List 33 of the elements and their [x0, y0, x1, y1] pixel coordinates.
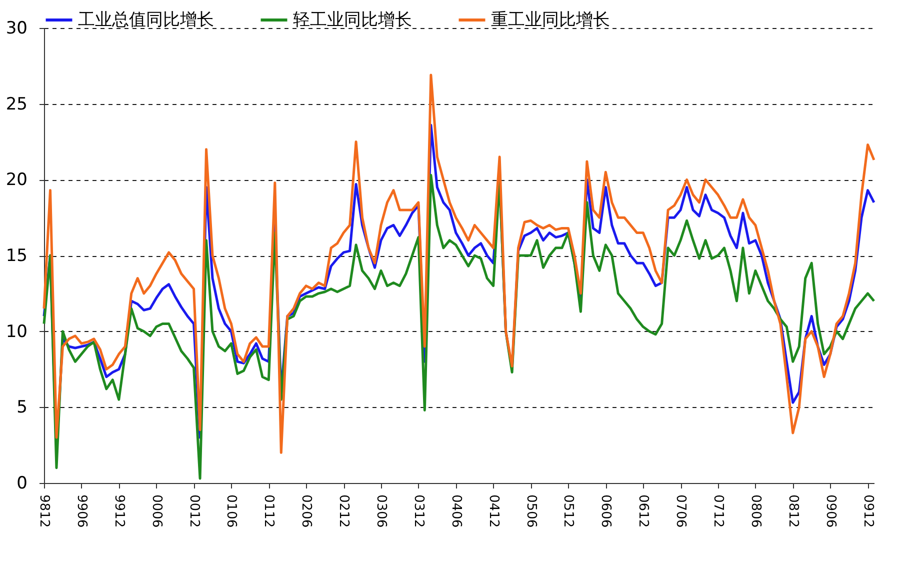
x-tick-label: 0312 — [410, 494, 426, 528]
legend-label: 工业总值同比增长 — [78, 10, 214, 30]
x-tick-label: 0912 — [860, 494, 876, 528]
x-tick-label: 0612 — [636, 494, 651, 528]
y-tick-label: 0 — [16, 474, 28, 494]
x-tick-label: 9812 — [36, 494, 52, 528]
y-tick-label: 25 — [6, 94, 28, 114]
x-tick-label: 0712 — [710, 494, 726, 528]
x-tick-label: 0212 — [336, 494, 352, 528]
x-tick-label: 9906 — [74, 494, 89, 528]
legend-label: 重工业同比增长 — [491, 10, 610, 30]
y-tick-label: 10 — [6, 322, 28, 342]
x-tick-label: 0112 — [261, 494, 276, 528]
x-tick-label: 9912 — [111, 494, 126, 528]
x-tick-label: 0306 — [373, 494, 388, 528]
x-tick-label: 0106 — [224, 494, 239, 528]
x-tick-label: 0906 — [822, 494, 838, 528]
y-tick-label: 30 — [6, 18, 28, 38]
x-tick-label: 0412 — [486, 494, 501, 528]
y-tick-label: 15 — [6, 246, 28, 266]
x-tick-label: 0812 — [785, 494, 800, 528]
x-tick-label: 0506 — [523, 494, 538, 528]
x-tick-label: 0206 — [298, 494, 314, 528]
x-tick-label: 0012 — [186, 494, 202, 528]
legend-label: 轻工业同比增长 — [293, 10, 412, 30]
x-tick-label: 0006 — [148, 494, 164, 528]
y-tick-label: 20 — [6, 170, 28, 190]
x-tick-label: 0512 — [560, 494, 576, 528]
y-tick-label: 5 — [16, 398, 28, 418]
x-tick-label: 0606 — [598, 494, 614, 528]
x-tick-label: 0706 — [673, 494, 688, 528]
x-tick-label: 0806 — [748, 494, 763, 528]
x-tick-label: 0406 — [448, 494, 464, 528]
